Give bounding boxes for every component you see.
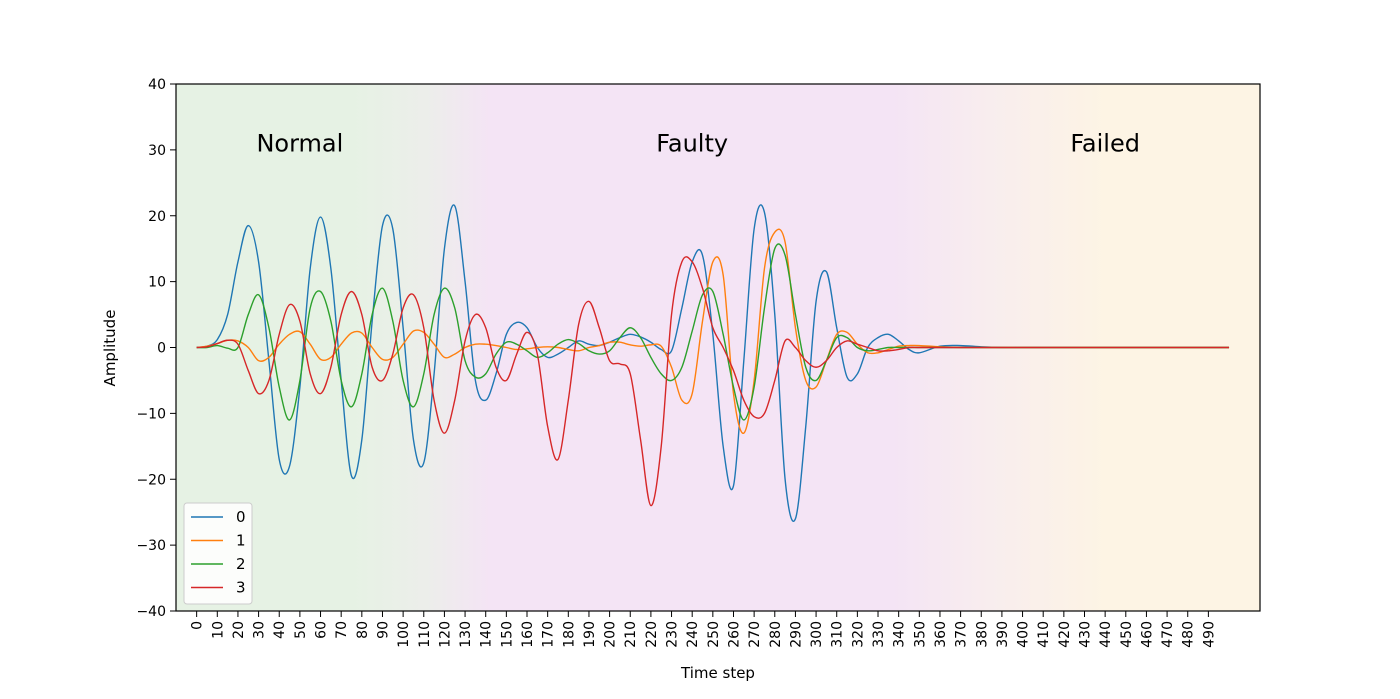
- x-tick-label: 470: [1160, 621, 1176, 648]
- x-tick-label: 290: [788, 621, 804, 648]
- x-tick-label: 350: [912, 621, 928, 648]
- x-tick-label: 20: [231, 621, 247, 639]
- legend-label-3: 3: [236, 579, 246, 597]
- y-axis: −40 −30 −20 −10 0 10 20 30 40: [136, 77, 176, 620]
- x-tick-label: 50: [293, 621, 309, 639]
- x-tick-label: 120: [437, 621, 453, 648]
- region-label-normal: Normal: [256, 129, 343, 157]
- x-tick-label: 480: [1181, 621, 1197, 648]
- legend: 0 1 2 3: [183, 502, 253, 605]
- x-tick-label: 90: [375, 621, 391, 639]
- x-tick-label: 180: [561, 621, 577, 648]
- x-tick-label: 300: [809, 621, 825, 648]
- x-axis-label: Time step: [680, 664, 755, 682]
- series-line-3: [196, 256, 1230, 507]
- x-tick-label: 430: [1077, 621, 1093, 648]
- x-tick-label: 310: [830, 621, 846, 648]
- x-tick-label: 370: [954, 621, 970, 648]
- x-tick-label: 400: [1016, 621, 1032, 648]
- x-tick-label: 10: [210, 621, 226, 639]
- y-tick-label: 30: [148, 143, 166, 159]
- x-tick-label: 80: [355, 621, 371, 639]
- x-tick-label: 380: [974, 621, 990, 648]
- legend-box: [183, 502, 253, 605]
- y-tick-label: 0: [157, 341, 166, 357]
- x-tick-label: 150: [499, 621, 515, 648]
- region-label-faulty: Faulty: [656, 129, 728, 157]
- x-tick-label: 160: [520, 621, 536, 648]
- x-tick-label: 30: [252, 621, 268, 639]
- y-tick-label: −40: [136, 604, 166, 620]
- x-tick-label: 240: [685, 621, 701, 648]
- x-tick-label: 320: [850, 621, 866, 648]
- y-tick-label: 40: [148, 77, 166, 93]
- x-tick-label: 100: [396, 621, 412, 648]
- x-tick-label: 280: [768, 621, 784, 648]
- x-tick-label: 330: [871, 621, 887, 648]
- y-tick-label: −10: [136, 406, 166, 422]
- y-tick-label: 10: [148, 275, 166, 291]
- x-tick-label: 360: [933, 621, 949, 648]
- x-tick-label: 340: [892, 621, 908, 648]
- legend-label-0: 0: [236, 508, 246, 526]
- x-tick-label: 110: [417, 621, 433, 648]
- series-layer: [196, 204, 1230, 522]
- x-tick-label: 210: [623, 621, 639, 648]
- x-axis: 0 10 20 30 40 50 60 70 80 90 100 110 120 130 140 150 160…: [190, 611, 1217, 648]
- series-line-2: [196, 243, 1230, 421]
- x-tick-label: 170: [541, 621, 557, 648]
- x-tick-label: 0: [190, 621, 206, 630]
- y-axis-label: Amplitude: [101, 310, 119, 387]
- region-label-failed: Failed: [1070, 129, 1140, 157]
- x-tick-label: 490: [1201, 621, 1217, 648]
- x-tick-label: 40: [272, 621, 288, 639]
- x-tick-label: 410: [1036, 621, 1052, 648]
- x-tick-label: 450: [1119, 621, 1135, 648]
- region-labels: Normal Faulty Failed: [256, 129, 1140, 157]
- y-tick-label: −30: [136, 538, 166, 554]
- x-tick-label: 420: [1057, 621, 1073, 648]
- x-tick-label: 130: [458, 621, 474, 648]
- y-tick-label: −20: [136, 472, 166, 488]
- legend-label-2: 2: [236, 555, 246, 573]
- x-tick-label: 140: [479, 621, 495, 648]
- x-tick-label: 70: [334, 621, 350, 639]
- x-tick-label: 220: [644, 621, 660, 648]
- legend-label-1: 1: [236, 532, 246, 550]
- x-tick-label: 260: [726, 621, 742, 648]
- x-tick-label: 60: [314, 621, 330, 639]
- x-tick-label: 190: [582, 621, 598, 648]
- x-tick-label: 270: [747, 621, 763, 648]
- x-tick-label: 230: [665, 621, 681, 648]
- y-tick-label: 20: [148, 209, 166, 225]
- x-tick-label: 460: [1139, 621, 1155, 648]
- x-tick-label: 390: [995, 621, 1011, 648]
- x-tick-label: 440: [1098, 621, 1114, 648]
- x-tick-label: 250: [706, 621, 722, 648]
- x-tick-label: 200: [603, 621, 619, 648]
